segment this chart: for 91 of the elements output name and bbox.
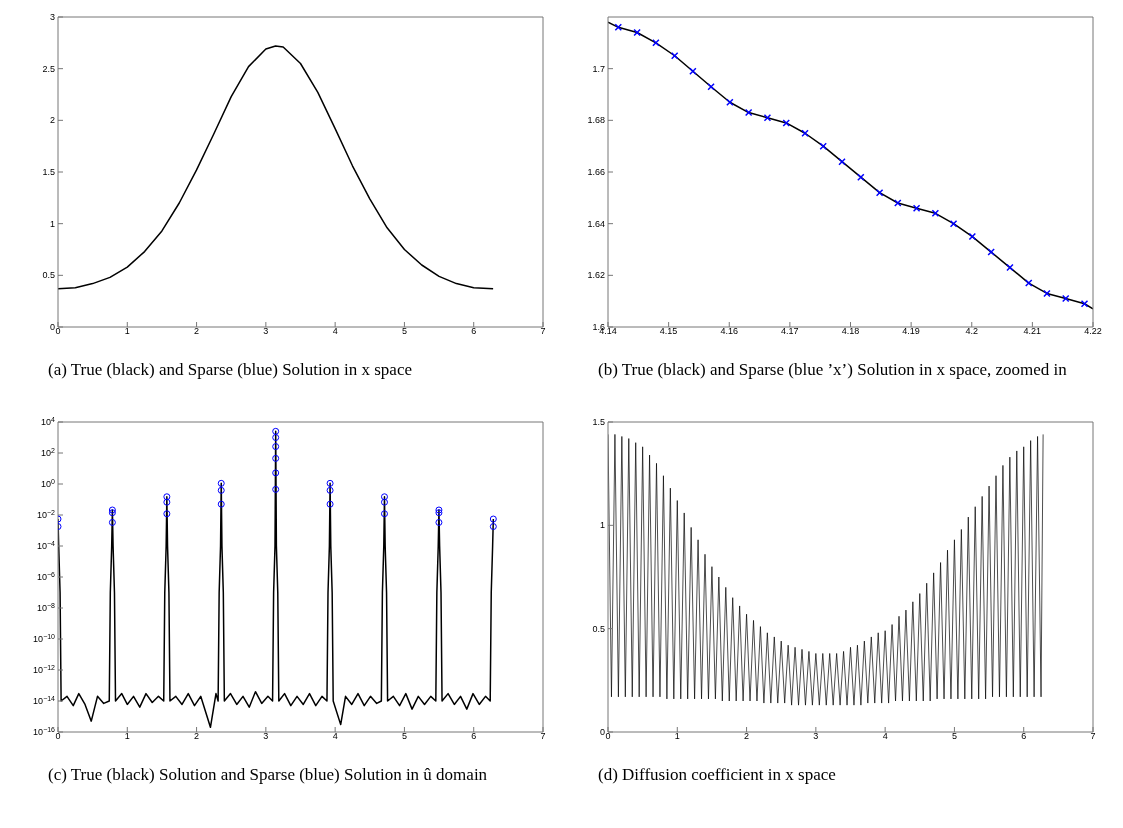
line-series [608, 434, 1044, 706]
x-tick-label: 3 [263, 326, 269, 336]
text: (b) True (black) and Sparse (blue ’x’) Solution in x space, zoomed in [597, 359, 1068, 381]
y-tick-label: 0.5 [592, 623, 605, 634]
y-tick-label: 10$^{2}$ [41, 446, 56, 458]
point [380, 498, 388, 506]
y-tick-label: 1 [599, 520, 605, 531]
x-tick-label: 4.15 [659, 326, 678, 336]
y-tick-label: 10$^{−10}$ [33, 632, 56, 644]
x-tick-label: 3 [263, 731, 269, 741]
point [857, 173, 865, 181]
y-tick-label: 2.5 [42, 63, 55, 74]
point [326, 486, 334, 494]
point [272, 434, 280, 441]
point [163, 510, 171, 518]
x-tick-label: 6 [1021, 731, 1027, 741]
y-tick-label: 1.66 [587, 167, 605, 177]
y-tick-label: 1.5 [42, 167, 55, 177]
point [217, 486, 225, 494]
point [108, 506, 116, 514]
y-tick-label: 10$^{−12}$ [33, 663, 56, 675]
point [272, 485, 280, 493]
point [272, 469, 280, 477]
point [272, 454, 280, 462]
point [217, 479, 225, 487]
point [931, 209, 940, 218]
y-tick-label: 3 [49, 12, 55, 22]
x-tick-label: 4.21 [1023, 326, 1042, 336]
x-tick-label: 6 [471, 731, 477, 741]
y-tick-label: 1.7 [592, 63, 605, 74]
x-tick-label: 1 [674, 731, 680, 741]
point [435, 518, 443, 526]
y-tick-label: 1.68 [587, 115, 605, 126]
point [217, 500, 225, 508]
y-tick-label: 2 [49, 115, 55, 126]
x-tick-label: 4.2 [965, 326, 979, 336]
y-tick-label: 1.5 [592, 417, 605, 427]
y-tick-label: 10$^{−6}$ [37, 570, 56, 582]
x-tick-label: 4.18 [841, 326, 860, 336]
x-tick-label: 6 [471, 326, 477, 336]
point [489, 523, 497, 531]
point [380, 493, 388, 501]
x-tick-label: 4 [332, 731, 338, 741]
y-tick-label: 10$^{−4}$ [37, 539, 56, 551]
x-tick-label: 2 [744, 731, 750, 741]
point [435, 509, 443, 517]
text: (c) True (black) Solution and Sparse (blue) Solution in û domain [47, 764, 489, 786]
x-tick-label: 5 [401, 326, 407, 336]
x-tick-label: 3 [813, 731, 819, 741]
y-tick-label: 1.64 [587, 218, 605, 229]
point [326, 479, 334, 487]
x-tick-label: 7 [1090, 731, 1096, 741]
y-tick-label: 0.5 [42, 270, 55, 281]
point [489, 515, 497, 523]
point [272, 443, 280, 451]
line-series [608, 21, 1093, 310]
x-tick-label: 4.19 [902, 326, 920, 336]
y-tick-label: 10$^{4}$ [41, 415, 56, 427]
text: (a) True (black) and Sparse (blue) Solution in x space [47, 359, 413, 381]
x-tick-label: 5 [951, 731, 957, 741]
point [108, 518, 116, 526]
point [435, 506, 443, 514]
y-tick-label: 10$^{0}$ [41, 477, 56, 489]
point [272, 427, 280, 435]
x-tick-label: 2 [194, 731, 200, 741]
x-tick-label: 4 [332, 326, 338, 336]
x-tick-label: 4.16 [720, 326, 739, 336]
x-tick-label: 4.22 [1084, 326, 1102, 336]
point [380, 510, 388, 518]
point [875, 188, 884, 197]
y-tick-label: 1 [49, 218, 55, 229]
x-tick-label: 4 [882, 731, 888, 741]
point [326, 500, 334, 508]
y-tick-label: 10$^{−8}$ [37, 601, 56, 613]
x-tick-label: 1 [124, 326, 130, 336]
point [163, 493, 171, 501]
x-tick-label: 7 [540, 731, 546, 741]
y-tick-label: 1.62 [587, 270, 605, 281]
x-tick-label: 2 [194, 326, 200, 336]
x-tick-label: 4.17 [781, 326, 799, 336]
point [163, 498, 171, 506]
x-tick-label: 7 [540, 326, 546, 336]
y-tick-label: 10$^{−16}$ [33, 725, 56, 737]
y-tick-label: 10$^{−2}$ [37, 508, 56, 520]
point [614, 23, 623, 32]
text: (d) Diffusion coefficient in x space [597, 764, 837, 786]
x-tick-label: 1 [124, 731, 130, 741]
y-tick-label: 10$^{−14}$ [33, 694, 56, 706]
x-tick-label: 5 [401, 731, 407, 741]
point [108, 509, 116, 517]
line-series [58, 45, 494, 290]
